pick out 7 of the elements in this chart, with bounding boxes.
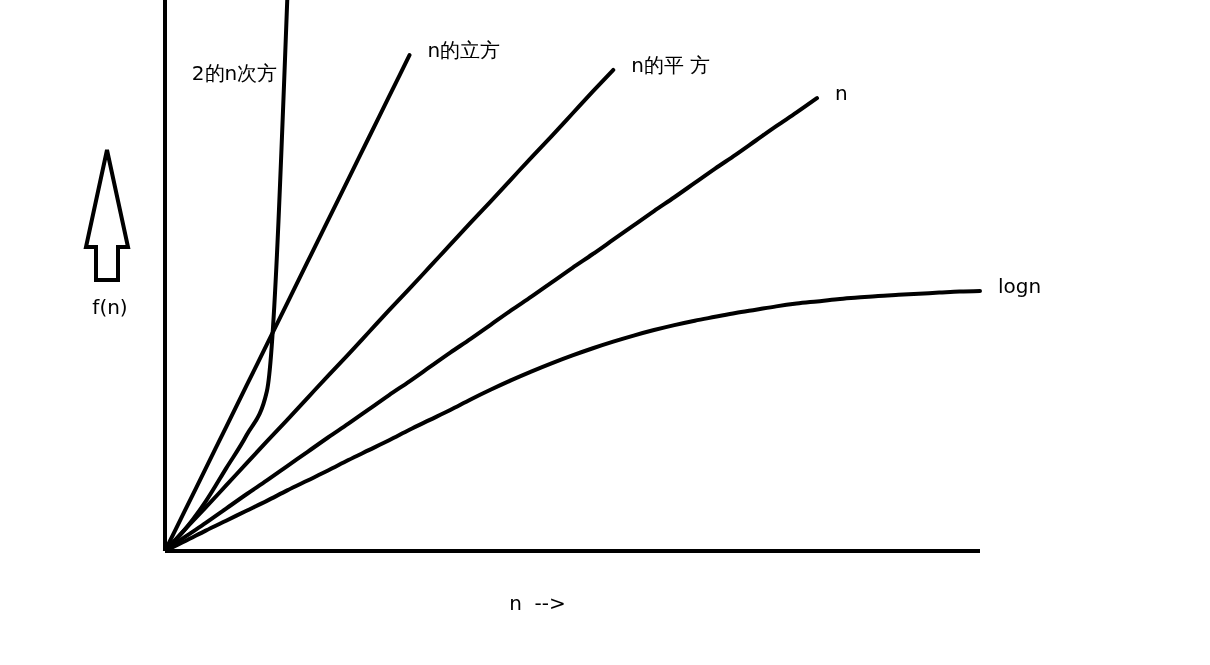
series-label: n的平 方: [631, 52, 711, 77]
series-label: n: [835, 81, 848, 106]
series-label: logn: [998, 273, 1042, 298]
x-axis-title: n -->: [509, 591, 566, 615]
series-label: n的立方: [427, 38, 501, 63]
series-label: 2的n次方: [191, 61, 278, 85]
y-axis-title: f(n): [92, 295, 128, 319]
